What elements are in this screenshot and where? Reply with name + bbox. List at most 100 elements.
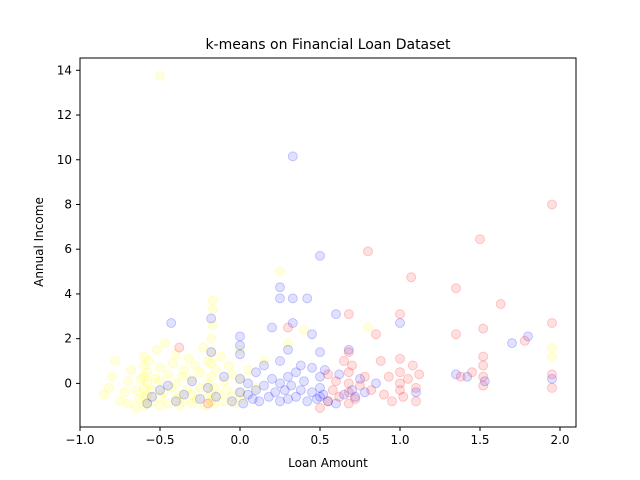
scatter-point xyxy=(179,365,189,375)
scatter-point xyxy=(523,331,533,342)
scatter-point xyxy=(359,387,370,398)
scatter-point xyxy=(166,382,177,393)
scatter-point xyxy=(299,324,309,335)
scatter-point xyxy=(167,358,178,369)
scatter-point xyxy=(315,391,325,402)
scatter-point xyxy=(215,351,226,362)
scatter-point xyxy=(155,385,165,396)
scatter-point xyxy=(163,369,173,380)
scatter-point xyxy=(263,391,274,402)
scatter-point xyxy=(355,373,365,384)
scatter-point xyxy=(475,234,485,245)
x-axis-label: Loan Amount xyxy=(288,456,368,470)
scatter-point xyxy=(283,338,293,349)
scatter-point xyxy=(115,396,125,407)
scatter-point xyxy=(155,376,165,387)
scatter-point xyxy=(126,365,137,375)
scatter-point xyxy=(467,367,477,378)
scatter-point xyxy=(99,389,109,400)
scatter-point xyxy=(363,246,373,257)
scatter-point xyxy=(158,387,169,398)
scatter-point xyxy=(227,391,237,402)
scatter-point xyxy=(307,329,317,340)
scatter-point xyxy=(275,396,285,407)
scatter-point xyxy=(379,389,389,400)
scatter-point xyxy=(343,309,354,320)
scatter-point xyxy=(414,369,425,380)
scatter-point xyxy=(211,365,221,375)
scatter-point xyxy=(406,272,417,283)
scatter-point xyxy=(359,371,370,382)
scatter-point xyxy=(395,309,405,320)
scatter-point xyxy=(187,376,197,387)
scatter-point xyxy=(174,400,185,411)
scatter-point xyxy=(286,380,297,391)
scatter-point xyxy=(206,371,217,382)
scatter-point xyxy=(195,367,205,378)
scatter-point xyxy=(343,378,354,389)
scatter-point xyxy=(203,382,213,393)
scatter-point xyxy=(171,394,181,404)
scatter-point xyxy=(395,367,405,378)
scatter-point xyxy=(267,322,277,333)
scatter-point xyxy=(339,389,349,400)
scatter-point xyxy=(190,360,201,371)
scatter-point xyxy=(123,376,133,387)
scatter-point xyxy=(195,382,205,393)
scatter-point xyxy=(387,396,397,407)
scatter-point xyxy=(107,371,117,382)
scatter-point xyxy=(235,344,245,355)
scatter-point xyxy=(207,304,218,315)
scatter-point xyxy=(287,318,298,328)
scatter-point xyxy=(235,387,245,398)
scatter-point xyxy=(219,376,229,387)
scatter-point xyxy=(350,394,361,404)
scatter-point xyxy=(123,398,133,409)
scatter-point xyxy=(222,385,233,396)
x-tick-label: −1.0 xyxy=(65,433,94,447)
scatter-point xyxy=(395,378,405,389)
scatter-point xyxy=(451,369,461,380)
scatter-point xyxy=(171,378,181,389)
scatter-point xyxy=(519,335,530,346)
scatter-point xyxy=(171,349,181,360)
scatter-point xyxy=(238,398,249,409)
x-axis: −1.0 −0.5 0.0 0.5 1.0 1.5 2.0 xyxy=(65,427,570,447)
scatter-point xyxy=(275,266,285,277)
scatter-point xyxy=(283,394,293,404)
scatter-point xyxy=(179,389,189,400)
scatter-point xyxy=(383,371,394,382)
scatter-point xyxy=(478,323,489,334)
scatter-point xyxy=(547,342,557,353)
scatter-point xyxy=(142,398,153,409)
scatter-point xyxy=(275,378,285,389)
scatter-point xyxy=(131,403,141,413)
scatter-point xyxy=(547,369,557,380)
scatter-point xyxy=(187,373,197,384)
scatter-point xyxy=(315,371,325,382)
scatter-point xyxy=(343,387,354,398)
scatter-point xyxy=(319,365,330,375)
scatter-point xyxy=(163,380,173,391)
scatter-point xyxy=(211,391,221,402)
scatter-point xyxy=(206,313,217,324)
scatter-point xyxy=(163,398,173,409)
scatter-point xyxy=(323,369,333,380)
scatter-point xyxy=(323,396,333,407)
scatter-point xyxy=(155,70,165,81)
scatter-point xyxy=(151,344,162,355)
y-tick-label: 2 xyxy=(64,332,72,346)
scatter-point xyxy=(134,394,145,404)
scatter-point xyxy=(343,347,354,358)
scatter-point xyxy=(238,394,249,404)
scatter-point xyxy=(270,387,281,398)
scatter-point xyxy=(283,322,293,333)
x-tick-label: 0.0 xyxy=(230,433,249,447)
scatter-point xyxy=(182,385,193,396)
points-layer xyxy=(99,70,557,413)
scatter-point xyxy=(235,373,245,384)
scatter-point xyxy=(155,400,165,411)
scatter-point xyxy=(331,309,341,320)
scatter-point xyxy=(451,329,461,340)
